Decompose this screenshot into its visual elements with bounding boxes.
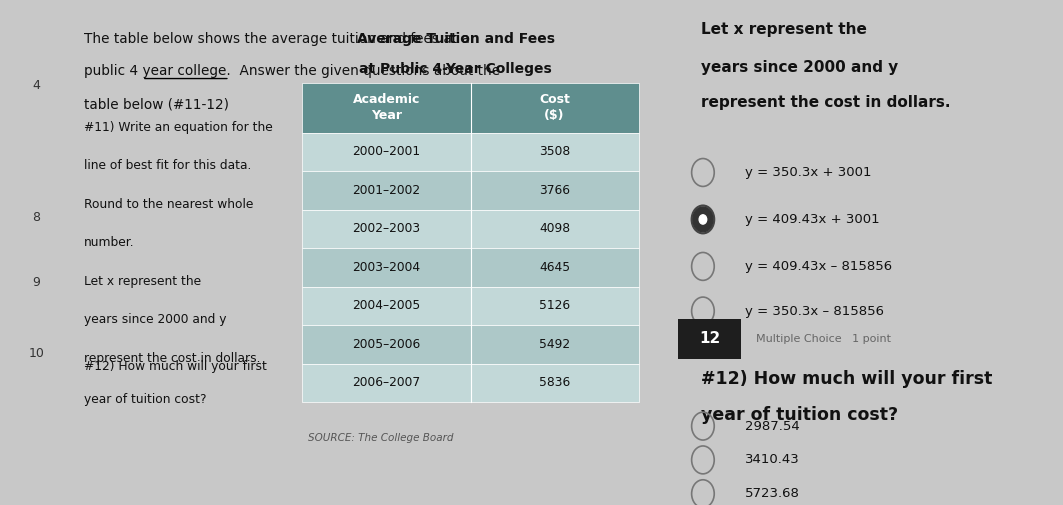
FancyBboxPatch shape <box>302 132 639 171</box>
Text: number.: number. <box>84 236 135 249</box>
FancyBboxPatch shape <box>302 248 639 287</box>
Text: 2003–2004: 2003–2004 <box>352 261 421 274</box>
Text: Round to the nearest whole: Round to the nearest whole <box>84 198 253 211</box>
Circle shape <box>693 207 713 232</box>
Text: y = 409.43x – 815856: y = 409.43x – 815856 <box>745 260 892 273</box>
FancyBboxPatch shape <box>302 364 639 402</box>
Text: y = 350.3x + 3001: y = 350.3x + 3001 <box>745 166 872 179</box>
Text: #11) Write an equation for the: #11) Write an equation for the <box>84 121 273 134</box>
Text: 8: 8 <box>32 211 40 224</box>
Text: 2005–2006: 2005–2006 <box>352 338 421 351</box>
Text: years since 2000 and y: years since 2000 and y <box>84 314 226 326</box>
Text: 5126: 5126 <box>539 299 570 313</box>
Text: 5836: 5836 <box>539 376 570 389</box>
Text: 4645: 4645 <box>539 261 570 274</box>
Text: public 4 year college.  Answer the given questions about the: public 4 year college. Answer the given … <box>84 65 501 78</box>
FancyBboxPatch shape <box>678 319 741 359</box>
Text: Academic
Year: Academic Year <box>353 93 420 122</box>
Text: Average Tuition and Fees: Average Tuition and Fees <box>357 32 555 45</box>
Circle shape <box>699 215 707 224</box>
Text: 2000–2001: 2000–2001 <box>352 145 421 159</box>
Text: The table below shows the average tuition and fees at a: The table below shows the average tuitio… <box>84 32 470 45</box>
Text: 9: 9 <box>32 276 40 289</box>
Text: 3766: 3766 <box>539 184 570 197</box>
Text: Multiple Choice   1 point: Multiple Choice 1 point <box>756 334 891 344</box>
Text: year of tuition cost?: year of tuition cost? <box>84 393 206 406</box>
Text: years since 2000 and y: years since 2000 and y <box>701 60 898 75</box>
Text: 10: 10 <box>29 347 45 360</box>
Text: #12) How much will your first: #12) How much will your first <box>701 370 993 388</box>
FancyBboxPatch shape <box>302 171 639 210</box>
FancyBboxPatch shape <box>302 83 639 132</box>
FancyBboxPatch shape <box>302 287 639 325</box>
Text: 4: 4 <box>32 79 40 92</box>
Text: y = 409.43x + 3001: y = 409.43x + 3001 <box>745 213 879 226</box>
Text: line of best fit for this data.: line of best fit for this data. <box>84 160 252 172</box>
Text: 3508: 3508 <box>539 145 570 159</box>
Text: 2987.54: 2987.54 <box>745 420 799 433</box>
FancyBboxPatch shape <box>302 325 639 364</box>
Text: represent the cost in dollars.: represent the cost in dollars. <box>701 95 950 110</box>
Text: Let x represent the: Let x represent the <box>84 275 201 288</box>
Text: Cost
($): Cost ($) <box>539 93 570 122</box>
Text: at Public 4-Year Colleges: at Public 4-Year Colleges <box>359 62 552 76</box>
Text: 4098: 4098 <box>539 222 570 235</box>
Text: #12) How much will your first: #12) How much will your first <box>84 361 267 373</box>
Text: table below (#11-12): table below (#11-12) <box>84 97 230 111</box>
Text: SOURCE: The College Board: SOURCE: The College Board <box>308 432 454 442</box>
Text: Let x represent the: Let x represent the <box>701 22 867 37</box>
Text: 12: 12 <box>699 331 721 346</box>
Text: represent the cost in dollars.: represent the cost in dollars. <box>84 352 260 365</box>
Text: year of tuition cost?: year of tuition cost? <box>701 406 898 424</box>
Text: 2001–2002: 2001–2002 <box>352 184 421 197</box>
FancyBboxPatch shape <box>302 210 639 248</box>
Text: 5492: 5492 <box>539 338 570 351</box>
Text: 3410.43: 3410.43 <box>745 453 799 467</box>
Text: 5723.68: 5723.68 <box>745 487 799 500</box>
Text: 2004–2005: 2004–2005 <box>352 299 421 313</box>
Text: 2006–2007: 2006–2007 <box>352 376 421 389</box>
Text: y = 350.3x – 815856: y = 350.3x – 815856 <box>745 305 883 318</box>
Text: 2002–2003: 2002–2003 <box>352 222 421 235</box>
